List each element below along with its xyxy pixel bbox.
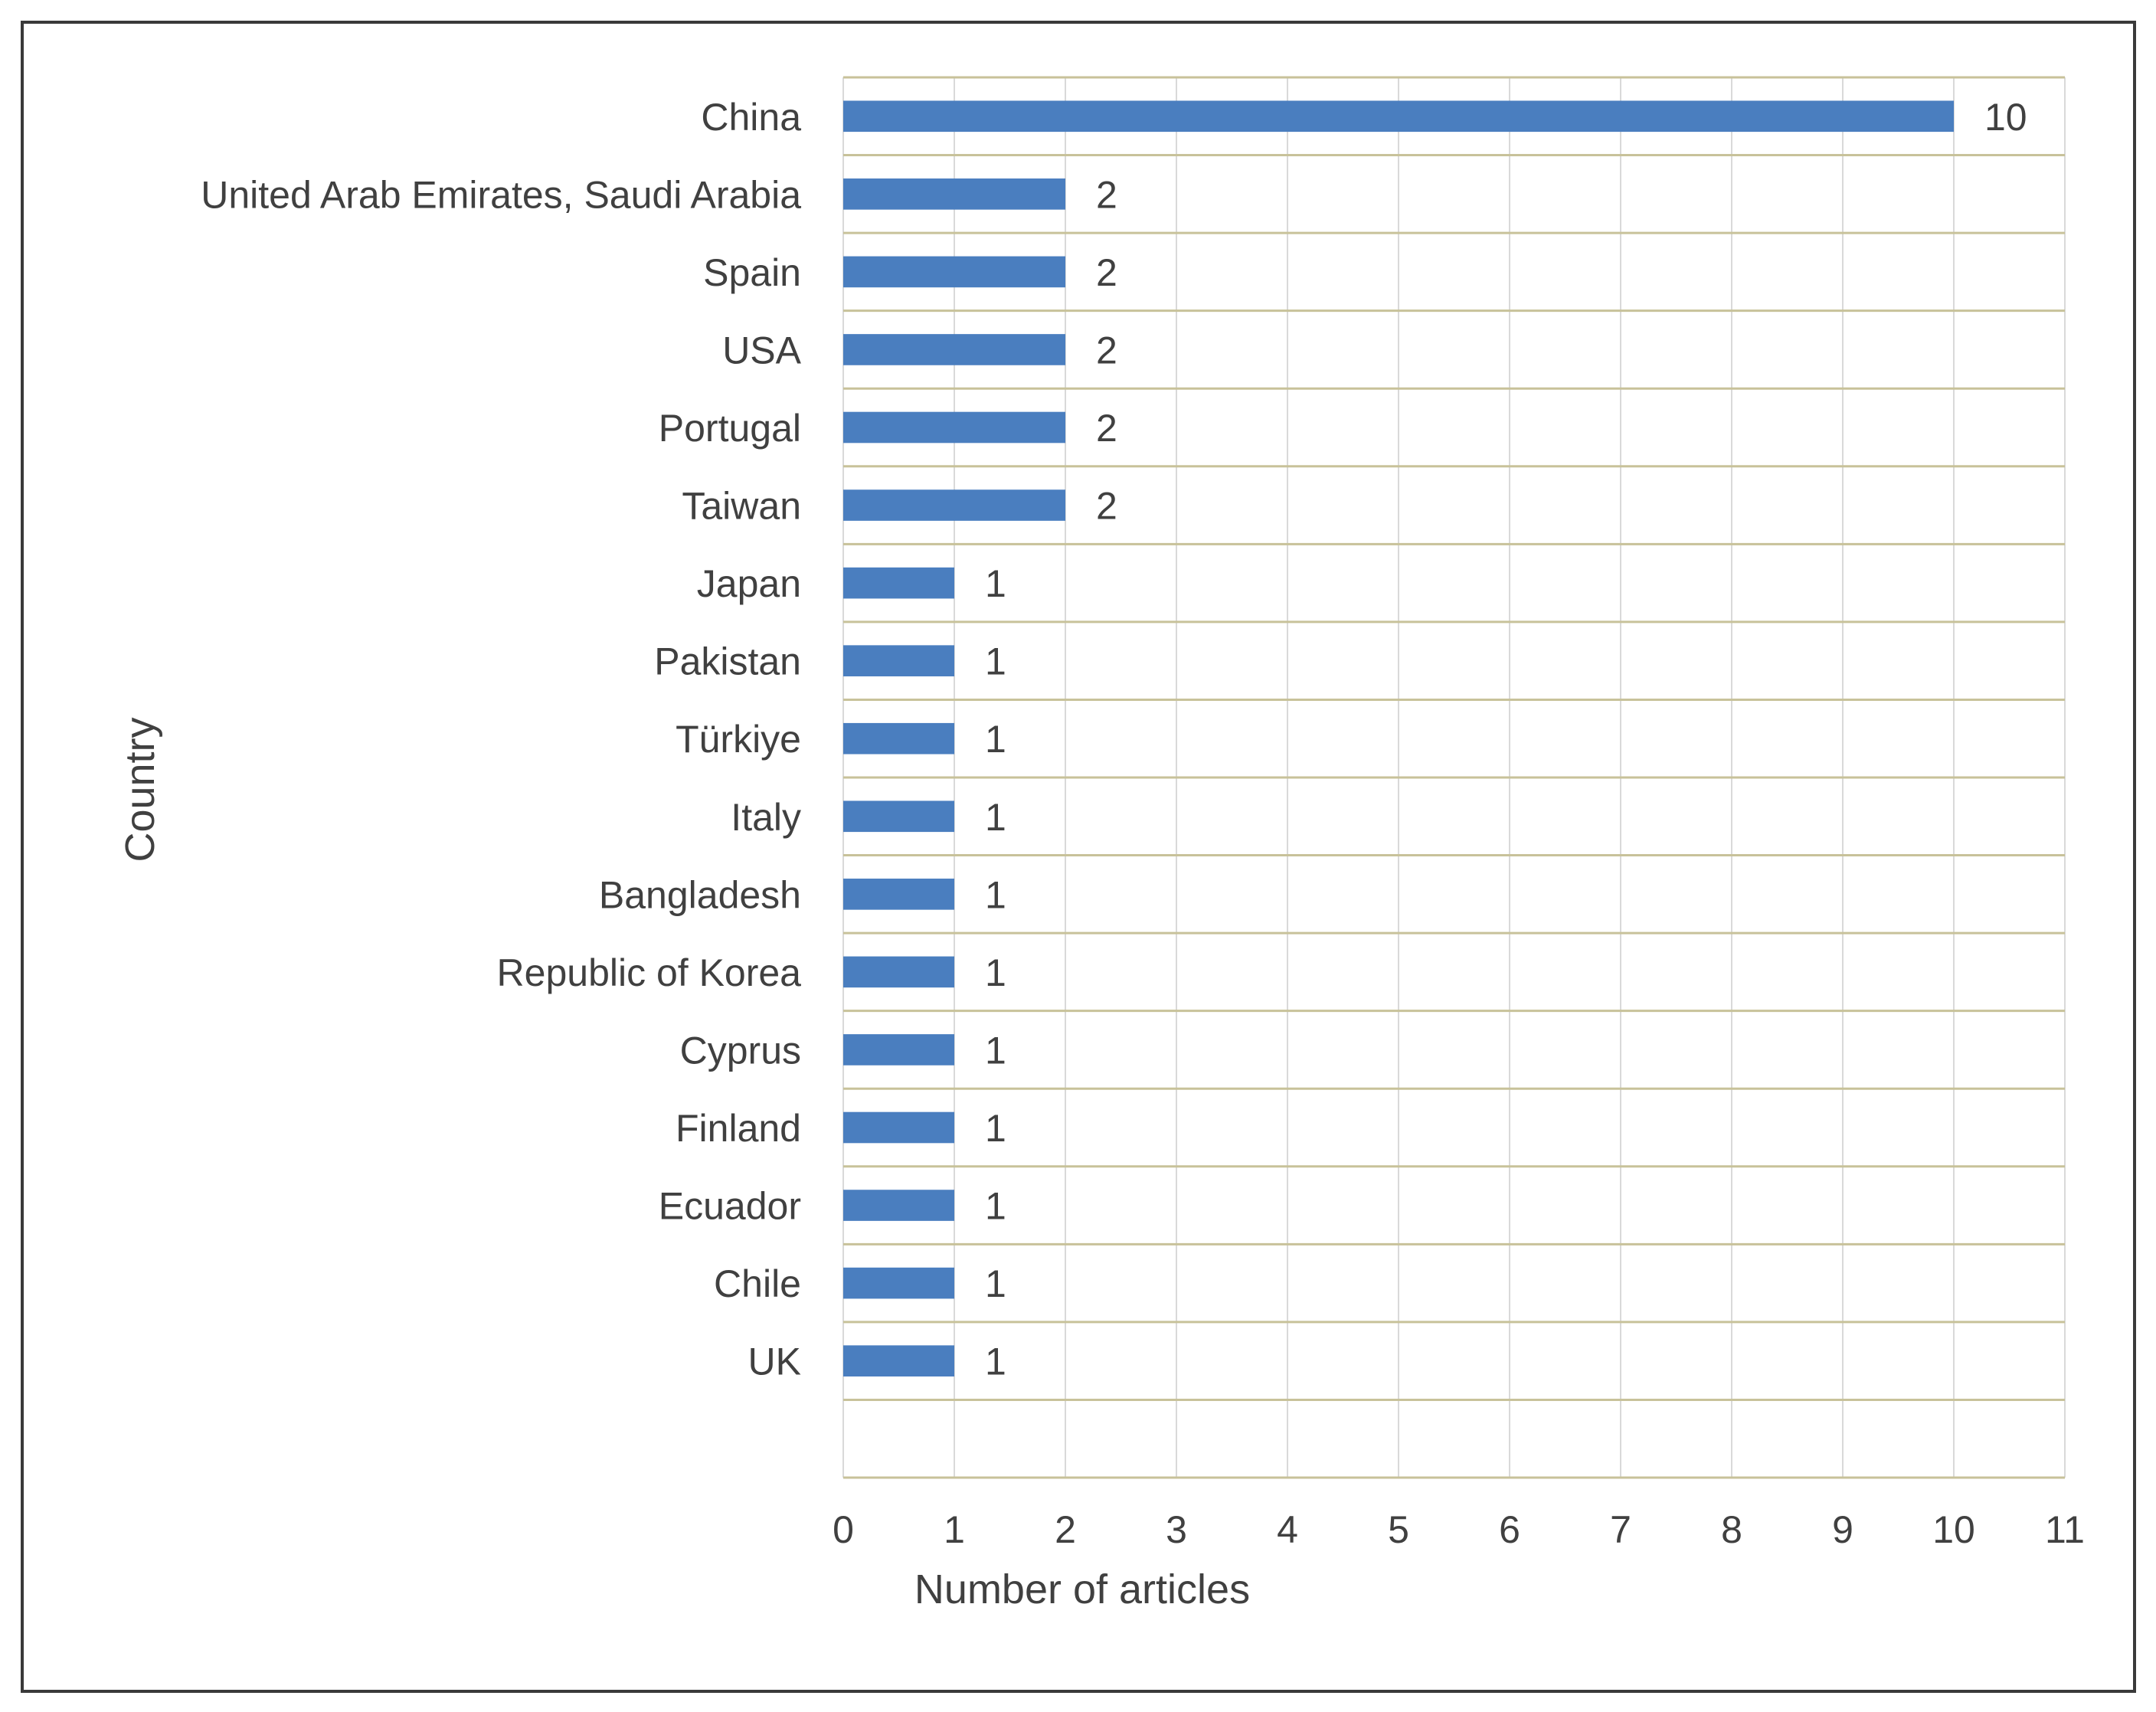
data-labels: 10 2 2 2 2 2 1 1 1 1 1 1 1 1 1 1 1	[985, 96, 2027, 1383]
x-tick-label: 11	[2045, 1508, 2085, 1551]
x-tick-label: 6	[1499, 1508, 1520, 1551]
category-label: Republic of Korea	[497, 951, 802, 994]
category-label: China	[701, 96, 801, 139]
x-tick-label: 2	[1055, 1508, 1076, 1551]
category-label: Finland	[676, 1107, 801, 1150]
bar	[843, 334, 1065, 365]
x-tick-label: 4	[1277, 1508, 1298, 1551]
category-label: Taiwan	[682, 485, 801, 528]
bar	[843, 1111, 954, 1144]
x-axis-title: Number of articles	[914, 1566, 1250, 1612]
data-label: 1	[985, 873, 1006, 916]
x-tick-label: 1	[944, 1508, 965, 1551]
data-label: 2	[1096, 173, 1117, 216]
bar	[843, 1034, 954, 1065]
category-label: Ecuador	[659, 1185, 801, 1228]
data-label: 1	[985, 1185, 1006, 1228]
bar	[843, 879, 954, 910]
chart-frame: 10 2 2 2 2 2 1 1 1 1 1 1 1 1 1 1 1 China United Arab Emir…	[21, 21, 2136, 1693]
x-tick-label: 9	[1832, 1508, 1853, 1551]
category-label: Italy	[731, 796, 801, 839]
bar	[843, 567, 954, 599]
data-label: 1	[985, 1340, 1006, 1383]
category-label: United Arab Emirates, Saudi Arabia	[201, 173, 801, 216]
data-label: 2	[1096, 407, 1117, 450]
bar	[843, 100, 1954, 133]
x-tick-label: 7	[1610, 1508, 1631, 1551]
x-tick-label: 0	[833, 1508, 854, 1551]
data-label: 10	[1984, 96, 2027, 139]
data-label: 2	[1096, 329, 1117, 372]
data-label: 1	[985, 562, 1006, 605]
category-labels: China United Arab Emirates, Saudi Arabia S…	[201, 96, 801, 1383]
bar	[843, 178, 1065, 210]
x-tick-label: 10	[1932, 1508, 1975, 1551]
y-axis-title: Country	[117, 717, 163, 862]
category-label: Chile	[714, 1262, 801, 1305]
category-label: Bangladesh	[599, 873, 801, 916]
data-label: 1	[985, 640, 1006, 683]
category-label: Japan	[697, 562, 801, 605]
x-tick-label: 3	[1166, 1508, 1187, 1551]
category-label: Türkiye	[676, 718, 801, 761]
bar	[843, 256, 1065, 288]
data-label: 1	[985, 1029, 1006, 1072]
data-label: 1	[985, 951, 1006, 994]
bar	[843, 645, 954, 676]
category-label: Portugal	[659, 407, 801, 450]
bar	[843, 489, 1065, 521]
bar	[843, 1267, 954, 1299]
data-label: 1	[985, 796, 1006, 839]
x-tick-label: 8	[1721, 1508, 1742, 1551]
category-label: UK	[748, 1340, 801, 1383]
x-tick-labels: 0 1 2 3 4 5 6 7 8 9 10 11	[833, 1508, 2085, 1551]
bar	[843, 722, 954, 755]
data-label: 2	[1096, 251, 1117, 294]
data-label: 1	[985, 718, 1006, 761]
category-label: Cyprus	[680, 1029, 801, 1072]
bar	[843, 1190, 954, 1221]
data-label: 2	[1096, 485, 1117, 528]
category-label: USA	[722, 329, 801, 372]
category-label: Pakistan	[654, 640, 801, 683]
bars	[843, 100, 1954, 1376]
category-label: Spain	[703, 251, 801, 294]
bar	[843, 800, 954, 833]
data-label: 1	[985, 1262, 1006, 1305]
bar	[843, 411, 1065, 444]
bar	[843, 1345, 954, 1376]
data-label: 1	[985, 1107, 1006, 1150]
bar	[843, 956, 954, 988]
grid-lines	[842, 76, 2066, 1479]
x-tick-label: 5	[1388, 1508, 1409, 1551]
